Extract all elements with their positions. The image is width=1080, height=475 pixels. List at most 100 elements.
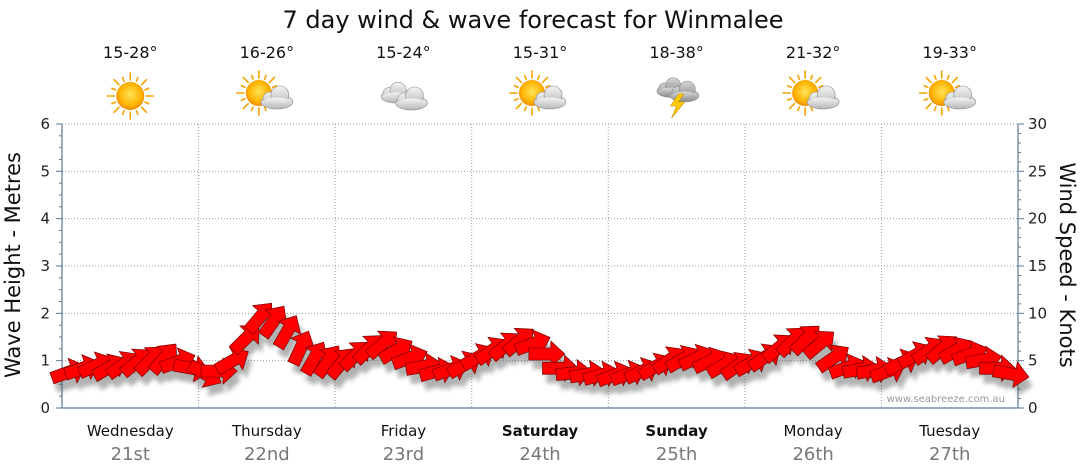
sun-ray xyxy=(240,97,246,102)
day-labels: Wednesday 21st Thursday 22nd Friday 23rd Satur… xyxy=(87,422,980,465)
sun-ray xyxy=(786,97,793,102)
day-name: Saturday xyxy=(502,422,579,440)
right-tick-label: 5 xyxy=(1028,352,1038,370)
sun-ray xyxy=(923,84,929,89)
cloudy-icon xyxy=(380,81,428,111)
wind-arrow xyxy=(377,336,413,365)
sun-ray xyxy=(113,78,120,86)
sun-ray xyxy=(121,76,125,83)
sun-ray xyxy=(515,76,523,84)
partly-cloudy-icon xyxy=(509,70,567,116)
day-name: Thursday xyxy=(231,422,302,440)
sun-ray xyxy=(523,106,528,112)
right-tick-label: 25 xyxy=(1028,162,1047,180)
day-temperature: 15-28° xyxy=(103,43,158,62)
sun-ray xyxy=(925,102,932,110)
wave-height-axis: 0 1 2 3 4 5 6 xyxy=(40,115,63,417)
day-temperature: 18-38° xyxy=(649,43,704,62)
sun-ray xyxy=(925,76,932,84)
right-axis-title: Wind Speed - Knots xyxy=(1055,162,1079,367)
partly-cloudy-icon xyxy=(782,70,840,116)
wind-arrows xyxy=(49,302,1030,389)
sun-ray xyxy=(810,74,814,80)
sun-ray xyxy=(788,102,796,110)
sun-ray xyxy=(786,84,793,89)
sun-ray xyxy=(268,76,276,84)
cloud-shape xyxy=(806,85,840,110)
sun-ray xyxy=(113,106,120,114)
sun-ray xyxy=(946,74,950,80)
wind-arrow xyxy=(814,344,849,374)
sun-ray xyxy=(515,102,523,110)
right-tick-label: 20 xyxy=(1028,210,1047,228)
sun-ray xyxy=(135,76,139,83)
cloud-shape xyxy=(533,85,567,110)
cloud-shape xyxy=(395,86,428,111)
day-temperature: 15-31° xyxy=(513,43,568,62)
day-temperature: 15-24° xyxy=(376,43,431,62)
wind-arrow xyxy=(257,305,288,340)
sun-ray xyxy=(240,84,246,89)
sun-ray xyxy=(923,97,929,102)
day-name: Tuesday xyxy=(918,422,980,440)
left-tick-label: 2 xyxy=(40,304,50,322)
wind-arrow xyxy=(364,330,398,361)
left-tick-label: 5 xyxy=(40,162,50,180)
left-tick-label: 0 xyxy=(40,399,50,417)
sun-ray xyxy=(263,106,267,112)
wind-arrow xyxy=(528,340,566,368)
sunny-icon xyxy=(106,72,155,120)
right-tick-label: 10 xyxy=(1028,304,1047,322)
sun-ray xyxy=(545,84,551,89)
sun-ray xyxy=(797,74,801,80)
cloud-shape xyxy=(260,85,294,110)
sun-ray xyxy=(810,106,814,112)
day-date: 22nd xyxy=(244,444,290,465)
partly-cloudy-icon xyxy=(236,70,294,116)
credit-text: www.seabreeze.com.au xyxy=(887,394,1005,405)
sun-ray xyxy=(242,102,250,110)
cloud-shape xyxy=(943,85,977,110)
day-date: 24th xyxy=(519,444,560,465)
wind-arrow-shadow xyxy=(277,324,305,359)
sun-ray xyxy=(933,74,937,80)
thunderstorm-icon xyxy=(656,77,700,119)
right-tick-label: 30 xyxy=(1028,115,1047,133)
left-tick-label: 6 xyxy=(40,115,50,133)
right-tick-label: 0 xyxy=(1028,399,1038,417)
sun-ray xyxy=(541,76,549,84)
sun-ray xyxy=(263,74,267,80)
sun-ray xyxy=(121,109,125,116)
partly-cloudy-icon xyxy=(918,70,977,116)
sun-ray xyxy=(536,106,541,112)
left-tick-label: 4 xyxy=(40,210,50,228)
day-date: 26th xyxy=(792,444,833,465)
sun-ray xyxy=(144,101,150,105)
sun-ray xyxy=(140,106,148,114)
sun-ray xyxy=(111,101,117,105)
sun-ray xyxy=(111,87,117,91)
lightning-bolt xyxy=(670,93,686,119)
sun-ray xyxy=(250,106,254,112)
day-date: 23rd xyxy=(383,444,424,465)
sun-ray xyxy=(536,74,541,80)
sun-ray xyxy=(144,87,150,91)
right-tick-label: 15 xyxy=(1028,257,1047,275)
sun-ray xyxy=(814,76,822,84)
chart-grid xyxy=(61,123,1019,409)
day-date: 21st xyxy=(111,444,150,465)
day-temperature: 19-33° xyxy=(922,43,977,62)
sun-ray xyxy=(135,109,139,116)
day-name: Monday xyxy=(784,422,843,440)
sun-ray xyxy=(513,84,519,89)
left-tick-label: 1 xyxy=(40,352,50,370)
day-date: 25th xyxy=(656,444,697,465)
wind-arrow xyxy=(991,360,1030,389)
day-name: Wednesday xyxy=(87,422,174,440)
sun-ray xyxy=(788,76,796,84)
wind-arrow xyxy=(272,315,302,351)
sun-ray xyxy=(818,84,824,89)
day-temperature: 21-32° xyxy=(786,43,841,62)
wind-arrow xyxy=(287,330,316,367)
